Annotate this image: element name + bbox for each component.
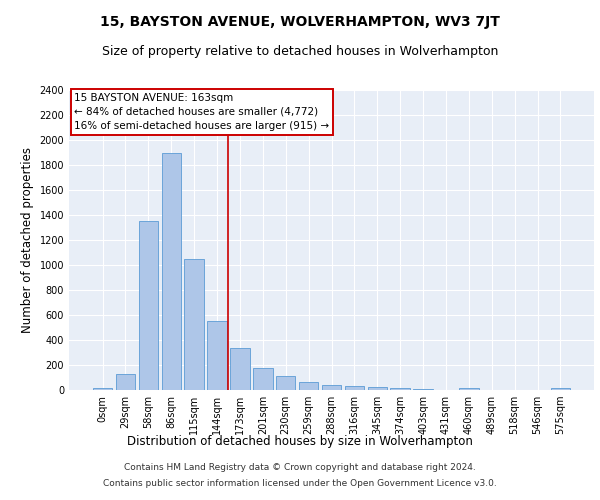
Text: Contains HM Land Registry data © Crown copyright and database right 2024.: Contains HM Land Registry data © Crown c… <box>124 464 476 472</box>
Text: 15 BAYSTON AVENUE: 163sqm
← 84% of detached houses are smaller (4,772)
16% of se: 15 BAYSTON AVENUE: 163sqm ← 84% of detac… <box>74 93 329 131</box>
Y-axis label: Number of detached properties: Number of detached properties <box>21 147 34 333</box>
Bar <box>413 389 433 390</box>
Bar <box>116 374 135 390</box>
Text: Contains public sector information licensed under the Open Government Licence v3: Contains public sector information licen… <box>103 478 497 488</box>
Text: 15, BAYSTON AVENUE, WOLVERHAMPTON, WV3 7JT: 15, BAYSTON AVENUE, WOLVERHAMPTON, WV3 7… <box>100 15 500 29</box>
Bar <box>368 387 387 390</box>
Bar <box>161 152 181 390</box>
Bar <box>208 322 227 390</box>
Bar <box>299 382 319 390</box>
Bar <box>230 348 250 390</box>
Text: Distribution of detached houses by size in Wolverhampton: Distribution of detached houses by size … <box>127 435 473 448</box>
Bar <box>139 221 158 390</box>
Bar <box>253 368 272 390</box>
Text: Size of property relative to detached houses in Wolverhampton: Size of property relative to detached ho… <box>102 45 498 58</box>
Bar <box>551 388 570 390</box>
Bar <box>344 386 364 390</box>
Bar <box>276 376 295 390</box>
Bar <box>391 388 410 390</box>
Bar <box>459 388 479 390</box>
Bar <box>93 388 112 390</box>
Bar <box>322 385 341 390</box>
Bar <box>184 259 204 390</box>
